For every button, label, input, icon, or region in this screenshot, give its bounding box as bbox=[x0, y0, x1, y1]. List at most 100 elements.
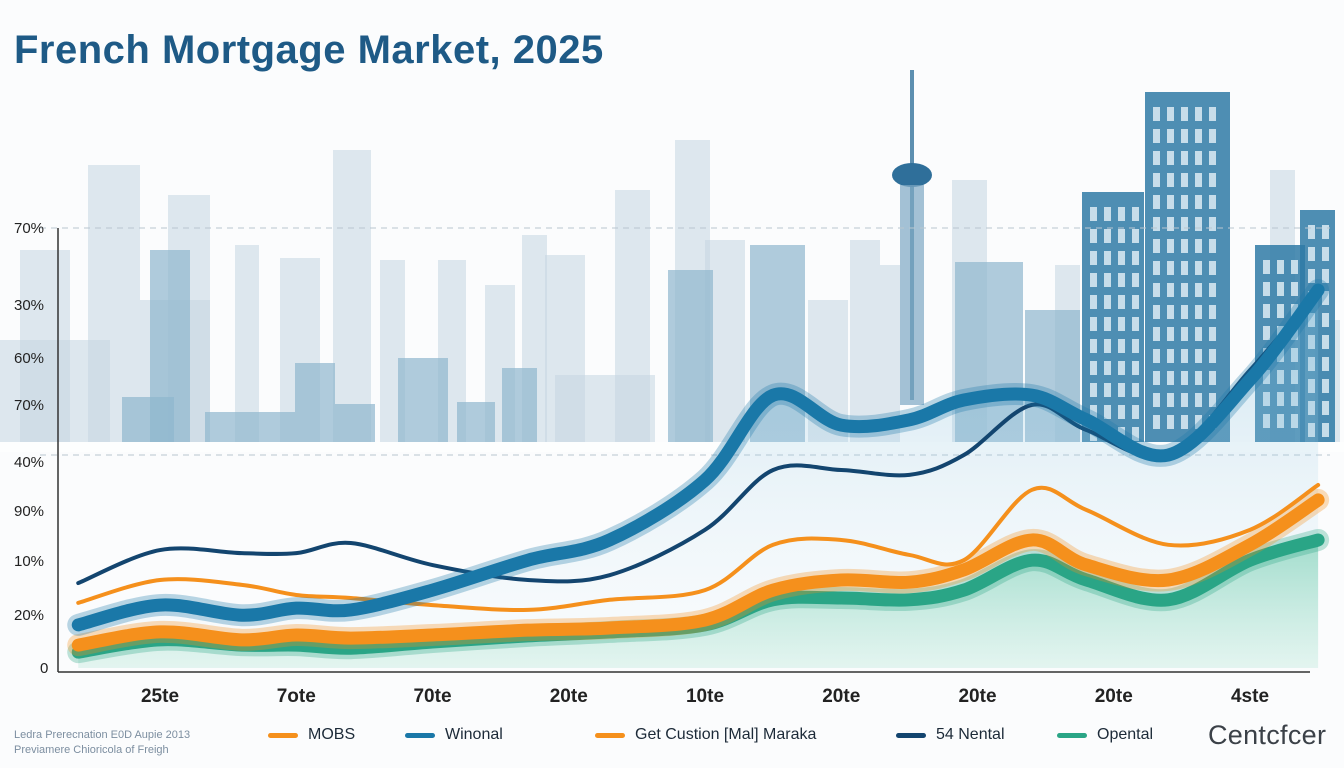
data-point-54-nental bbox=[963, 454, 965, 456]
data-point-mobs bbox=[527, 609, 529, 611]
data-point-opental bbox=[295, 644, 297, 646]
data-point-get-custion-mal-maraka bbox=[77, 644, 79, 646]
legend-swatch bbox=[268, 732, 298, 738]
legend-label: Get Custion [Mal] Maraka bbox=[635, 726, 817, 743]
data-point-winonal bbox=[1167, 454, 1169, 456]
data-point-get-custion-mal-maraka bbox=[350, 637, 352, 639]
data-point-54-nental bbox=[241, 552, 243, 554]
data-point-get-custion-mal-maraka bbox=[1317, 499, 1319, 501]
data-point-mobs bbox=[159, 579, 161, 581]
legend-item-winonal: Winonal bbox=[405, 726, 503, 744]
x-tick-label: 20te bbox=[1095, 686, 1133, 707]
legend-swatch bbox=[405, 732, 435, 738]
data-point-54-nental bbox=[527, 579, 529, 581]
data-point-mobs bbox=[963, 559, 965, 561]
data-point-opental bbox=[77, 651, 79, 653]
data-point-opental bbox=[1249, 559, 1251, 561]
legend-label: Winonal bbox=[445, 726, 503, 743]
data-point-54-nental bbox=[704, 529, 706, 531]
grid bbox=[40, 227, 1330, 673]
data-point-get-custion-mal-maraka bbox=[241, 639, 243, 641]
footnote-line: Ledra Prerecnation E0D Aupie 2013 bbox=[14, 729, 191, 741]
legend-swatch bbox=[896, 732, 926, 738]
data-point-mobs bbox=[241, 584, 243, 586]
data-point-opental bbox=[1086, 579, 1087, 581]
data-point-opental bbox=[1031, 559, 1033, 561]
x-tick-label: 7ote bbox=[277, 686, 316, 707]
data-point-get-custion-mal-maraka bbox=[840, 579, 842, 581]
data-point-winonal bbox=[159, 604, 161, 606]
data-point-winonal bbox=[77, 624, 79, 626]
data-point-54-nental bbox=[772, 469, 774, 471]
data-point-get-custion-mal-maraka bbox=[1031, 539, 1033, 541]
y-tick-label: 90% bbox=[14, 503, 44, 520]
data-point-mobs bbox=[1031, 489, 1033, 491]
legend-label: MOBS bbox=[308, 726, 356, 743]
data-point-get-custion-mal-maraka bbox=[159, 631, 161, 633]
y-axis: 70% 30% 60% 70% 40% 90% 10% 20% 0 bbox=[14, 220, 48, 677]
data-point-mobs bbox=[772, 544, 774, 546]
data-point-winonal bbox=[527, 559, 529, 561]
x-tick-label: 20te bbox=[822, 686, 860, 707]
data-point-mobs bbox=[704, 589, 706, 591]
data-point-mobs bbox=[1086, 509, 1087, 511]
data-point-opental bbox=[159, 639, 161, 641]
y-tick-label: 0 bbox=[40, 660, 48, 677]
data-point-54-nental bbox=[840, 469, 842, 471]
data-point-get-custion-mal-maraka bbox=[295, 634, 297, 636]
x-tick-label: 20te bbox=[550, 686, 588, 707]
data-point-mobs bbox=[1317, 484, 1319, 486]
data-point-opental bbox=[840, 597, 842, 599]
data-point-winonal bbox=[704, 479, 706, 481]
x-tick-label: 4ste bbox=[1231, 686, 1269, 707]
x-tick-label: 70te bbox=[413, 686, 451, 707]
building bbox=[668, 270, 713, 442]
data-point-get-custion-mal-maraka bbox=[527, 629, 529, 631]
building bbox=[235, 245, 259, 442]
building bbox=[850, 240, 880, 442]
data-point-winonal bbox=[295, 607, 297, 609]
legend-swatch bbox=[595, 732, 625, 738]
y-tick-label: 70% bbox=[14, 397, 44, 414]
data-point-get-custion-mal-maraka bbox=[1167, 579, 1169, 581]
footnote: Ledra Prerecnation E0D Aupie 2013 Previa… bbox=[14, 728, 190, 758]
building bbox=[880, 265, 900, 442]
building bbox=[205, 412, 295, 442]
data-point-winonal bbox=[840, 424, 842, 426]
building bbox=[555, 375, 655, 442]
page-title: French Mortgage Market, 2025 bbox=[14, 28, 604, 72]
data-point-opental bbox=[772, 599, 774, 601]
data-point-winonal bbox=[1086, 419, 1087, 421]
data-point-mobs bbox=[609, 599, 611, 601]
data-point-opental bbox=[1167, 599, 1169, 601]
data-point-mobs bbox=[295, 594, 297, 596]
data-point-54-nental bbox=[908, 474, 910, 476]
data-point-mobs bbox=[77, 602, 79, 604]
y-tick-label: 30% bbox=[14, 297, 44, 314]
building bbox=[333, 150, 371, 442]
x-tick-label: 25te bbox=[141, 686, 179, 707]
skyline-illustration bbox=[0, 70, 1344, 452]
data-point-winonal bbox=[1031, 394, 1033, 396]
legend-item-get-custion: Get Custion [Mal] Maraka bbox=[595, 726, 816, 744]
x-tick-label: 20te bbox=[958, 686, 996, 707]
data-point-mobs bbox=[1167, 544, 1169, 546]
y-tick-label: 60% bbox=[14, 350, 44, 367]
legend-item-54-nental: 54 Nental bbox=[896, 726, 1005, 744]
data-point-opental bbox=[963, 589, 965, 591]
data-point-mobs bbox=[350, 597, 352, 599]
data-point-opental bbox=[432, 641, 433, 643]
data-point-54-nental bbox=[159, 549, 161, 551]
building bbox=[457, 402, 495, 442]
data-point-mobs bbox=[840, 539, 842, 541]
building bbox=[295, 363, 335, 442]
data-point-winonal bbox=[772, 394, 774, 396]
data-point-54-nental bbox=[1031, 404, 1033, 406]
data-point-54-nental bbox=[295, 552, 297, 554]
data-point-54-nental bbox=[432, 564, 433, 566]
data-point-mobs bbox=[1249, 529, 1251, 531]
y-tick-label: 10% bbox=[14, 553, 44, 570]
legend-swatch bbox=[1057, 732, 1087, 738]
data-point-winonal bbox=[350, 609, 352, 611]
data-point-54-nental bbox=[77, 582, 79, 584]
